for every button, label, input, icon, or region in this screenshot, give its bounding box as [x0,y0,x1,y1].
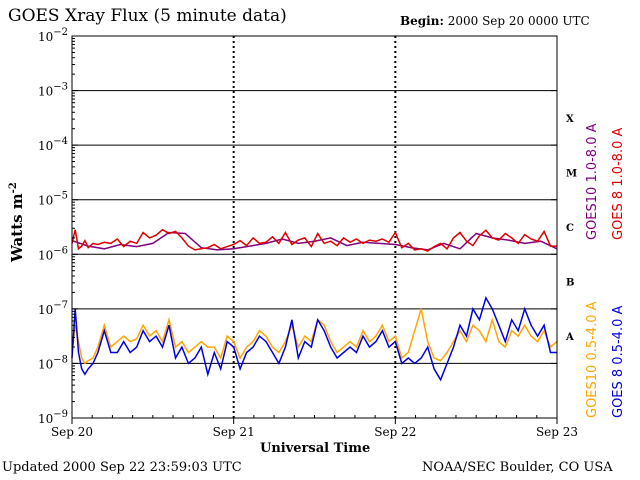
y-tick-label: 10−6 [38,245,68,262]
y-tick-label: 10−3 [38,82,68,99]
legend-entry: GOES 8 0.5-4.0 A [611,306,626,418]
series-line [71,296,557,382]
series-line [71,228,557,252]
legend-entry: GOES10 0.5-4.0 A [585,301,600,418]
flare-class-label: B [566,278,574,289]
x-tick-label: Sep 23 [536,425,578,439]
flare-class-label: A [565,332,574,343]
updated-timestamp: Updated 2000 Sep 22 23:59:03 UTC [2,460,242,475]
y-tick-label: 10−8 [38,354,68,371]
grid-layer [72,36,557,418]
plot-frame [71,35,558,419]
y-tick-label: 10−5 [38,191,68,208]
y-tick-label: 10−7 [38,300,68,317]
legend-entry: GOES 8 1.0-8.0 A [611,128,626,240]
begin-label: Begin: [400,14,444,28]
page-title: GOES Xray Flux (5 minute data) [8,6,287,26]
series-layer [71,228,558,382]
series-line [71,308,558,365]
flare-class-label: C [566,223,574,234]
x-tick-label: Sep 20 [51,425,93,439]
y-axis-title: Watts m-2 [8,182,26,263]
begin-timestamp: Begin: 2000 Sep 20 0000 UTC [400,14,590,28]
flare-class-label: X [566,114,574,125]
legend-layer: GOES10 1.0-8.0 A GOES 8 1.0-8.0 A GOES10 0… [585,123,626,418]
flare-class-label: M [566,168,577,179]
x-tick-label: Sep 22 [374,425,416,439]
y-tick-label: 10−2 [38,27,68,44]
x-axis-title: Universal Time [260,441,371,456]
legend-entry: GOES10 1.0-8.0 A [585,123,600,240]
begin-value: 2000 Sep 20 0000 UTC [447,14,590,28]
y-tick-label: 10−9 [38,409,68,426]
y-tick-label: 10−4 [38,136,68,153]
credit-label: NOAA/SEC Boulder, CO USA [422,460,613,475]
x-tick-label: Sep 21 [213,425,255,439]
